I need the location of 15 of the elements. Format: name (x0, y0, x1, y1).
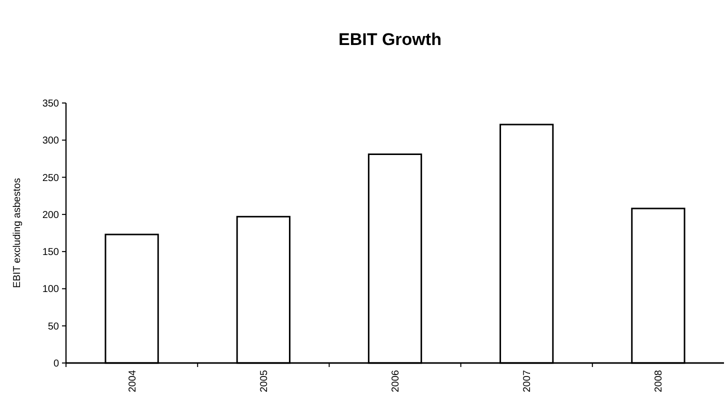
x-tick-label: 2004 (127, 370, 138, 392)
y-tick-label: 300 (42, 136, 60, 147)
x-tick-label: 2008 (654, 370, 665, 392)
y-tick-label: 350 (42, 98, 60, 110)
y-tick-label: 150 (42, 247, 60, 258)
y-tick-label: 200 (42, 210, 60, 221)
chart-title: EBIT Growth (338, 30, 442, 49)
y-axis-title: EBIT excluding asbestos (12, 178, 23, 288)
y-tick-label: 50 (48, 321, 60, 332)
y-tick-label: 250 (42, 172, 60, 184)
x-tick-label: 2007 (522, 370, 534, 392)
x-tick-label: 2006 (390, 370, 402, 392)
y-tick-label: 100 (42, 284, 60, 296)
y-tick-label: 0 (53, 358, 60, 370)
x-tick-label: 2005 (258, 370, 270, 392)
